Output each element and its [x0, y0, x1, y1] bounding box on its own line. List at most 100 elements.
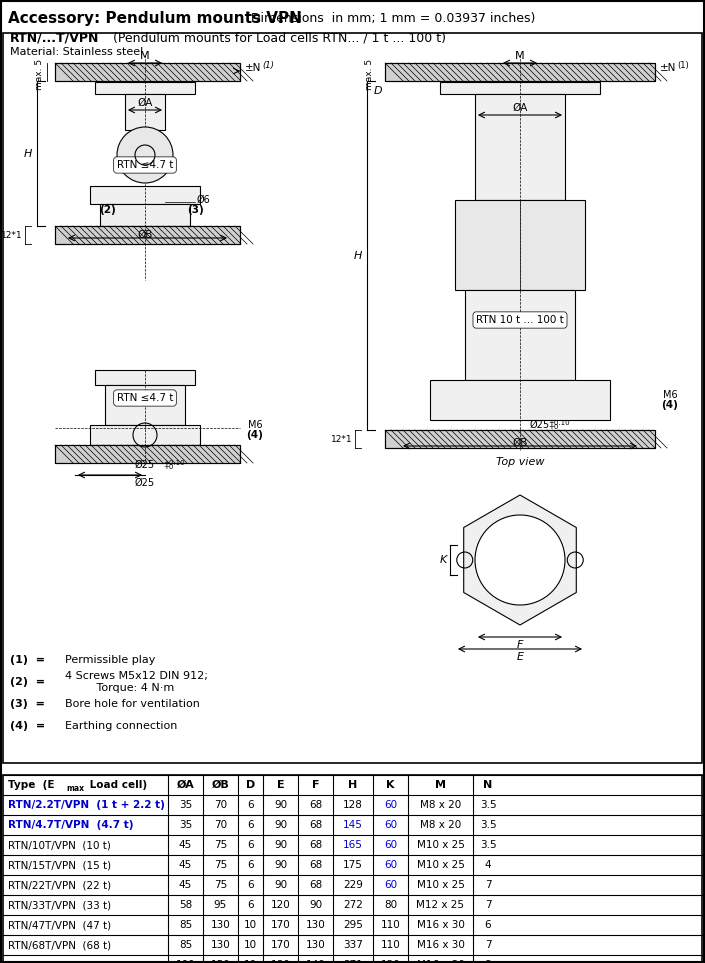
Bar — [55, 226, 240, 244]
Text: D: D — [246, 780, 255, 790]
Bar — [55, 445, 240, 463]
Text: 337: 337 — [343, 940, 363, 950]
Text: 175: 175 — [343, 860, 363, 870]
Text: M8 x 20: M8 x 20 — [420, 820, 461, 830]
Text: 35: 35 — [179, 820, 192, 830]
Circle shape — [117, 127, 173, 183]
Bar — [90, 425, 200, 445]
Text: (1): (1) — [262, 61, 274, 69]
Text: 80: 80 — [384, 900, 397, 910]
Text: 6: 6 — [247, 820, 254, 830]
Text: 180: 180 — [271, 960, 290, 963]
Text: (1): (1) — [677, 61, 689, 69]
Bar — [3, 33, 702, 763]
Text: 90: 90 — [274, 860, 287, 870]
Text: M16 x 30: M16 x 30 — [417, 960, 465, 963]
Text: 165: 165 — [343, 840, 363, 850]
Text: ±N: ±N — [660, 63, 676, 73]
Text: RTN/33T/VPN  (33 t): RTN/33T/VPN (33 t) — [8, 900, 111, 910]
Text: M8 x 20: M8 x 20 — [420, 800, 461, 810]
Text: K: K — [386, 780, 395, 790]
Text: 4: 4 — [485, 860, 491, 870]
Bar — [430, 380, 610, 420]
Text: M16 x 30: M16 x 30 — [417, 920, 465, 930]
Bar — [385, 63, 655, 81]
Text: 45: 45 — [179, 840, 192, 850]
Text: 170: 170 — [271, 920, 290, 930]
Text: 35: 35 — [179, 800, 192, 810]
Text: Permissible play: Permissible play — [65, 655, 155, 665]
Text: 68: 68 — [309, 800, 322, 810]
Text: M: M — [435, 780, 446, 790]
Text: 128: 128 — [343, 800, 363, 810]
Text: 7: 7 — [485, 900, 491, 910]
Text: +0: +0 — [163, 464, 173, 470]
Text: H: H — [348, 780, 357, 790]
Text: 90: 90 — [274, 800, 287, 810]
Text: 90: 90 — [274, 840, 287, 850]
Text: 170: 170 — [271, 940, 290, 950]
Text: N: N — [484, 780, 493, 790]
Text: ØA: ØA — [137, 98, 153, 108]
Text: 295: 295 — [343, 920, 363, 930]
Text: E: E — [517, 652, 524, 662]
Text: 3.5: 3.5 — [479, 820, 496, 830]
Text: 90: 90 — [274, 880, 287, 890]
Text: 7: 7 — [485, 880, 491, 890]
Text: Type  (E: Type (E — [8, 780, 54, 790]
Text: D: D — [374, 86, 382, 96]
Bar — [100, 204, 190, 226]
Text: Bore hole for ventilation: Bore hole for ventilation — [65, 699, 200, 709]
Text: RTN/15T/VPN  (15 t): RTN/15T/VPN (15 t) — [8, 860, 111, 870]
Text: M16 x 30: M16 x 30 — [417, 940, 465, 950]
Text: 75: 75 — [214, 860, 227, 870]
Text: 60: 60 — [384, 880, 397, 890]
Text: M10 x 25: M10 x 25 — [417, 840, 465, 850]
Text: 12*1: 12*1 — [331, 434, 353, 444]
Text: (1)  =: (1) = — [10, 655, 49, 665]
Text: (Pendulum mounts for Load cells RTN... / 1 t ... 100 t): (Pendulum mounts for Load cells RTN... /… — [105, 32, 446, 44]
Text: RTN/100T/VPN  (100 t): RTN/100T/VPN (100 t) — [8, 960, 124, 963]
Text: Material: Stainless steel: Material: Stainless steel — [10, 47, 143, 57]
Text: M10 x 25: M10 x 25 — [417, 860, 465, 870]
Text: 45: 45 — [179, 860, 192, 870]
Text: RTN ≤4.7 t: RTN ≤4.7 t — [117, 160, 173, 170]
Text: 6: 6 — [247, 900, 254, 910]
Text: 70: 70 — [214, 800, 227, 810]
Text: E: E — [276, 780, 284, 790]
Text: 95: 95 — [214, 900, 227, 910]
Text: +0: +0 — [548, 424, 558, 430]
Text: 85: 85 — [179, 940, 192, 950]
Text: (3): (3) — [187, 205, 203, 215]
Text: ØB: ØB — [212, 780, 229, 790]
Bar — [3, 775, 702, 963]
Text: (4): (4) — [661, 400, 678, 410]
Text: F: F — [517, 640, 523, 650]
Text: Ø25: Ø25 — [530, 420, 550, 430]
Bar — [385, 430, 655, 448]
Text: 150: 150 — [211, 960, 231, 963]
Text: Earthing connection: Earthing connection — [65, 721, 178, 731]
Text: 90: 90 — [309, 900, 322, 910]
Text: 68: 68 — [309, 820, 322, 830]
Circle shape — [475, 515, 565, 605]
Text: 68: 68 — [309, 880, 322, 890]
Text: M6: M6 — [247, 420, 262, 430]
Text: 70: 70 — [214, 820, 227, 830]
Text: RTN/10T/VPN  (10 t): RTN/10T/VPN (10 t) — [8, 840, 111, 850]
Bar — [385, 63, 655, 81]
Text: 60: 60 — [384, 800, 397, 810]
Text: Top view: Top view — [496, 457, 544, 467]
Text: max. 5: max. 5 — [365, 59, 374, 90]
Text: ØA: ØA — [513, 103, 527, 113]
Text: max. 5: max. 5 — [35, 59, 44, 90]
Text: 130: 130 — [211, 920, 231, 930]
Text: 6: 6 — [485, 920, 491, 930]
Text: Ø6: Ø6 — [197, 195, 211, 205]
Text: 120: 120 — [271, 900, 290, 910]
Text: 140: 140 — [306, 960, 326, 963]
Text: Ø25: Ø25 — [135, 478, 155, 488]
Text: 10: 10 — [244, 960, 257, 963]
Text: M6: M6 — [663, 390, 678, 400]
Text: 145: 145 — [343, 820, 363, 830]
